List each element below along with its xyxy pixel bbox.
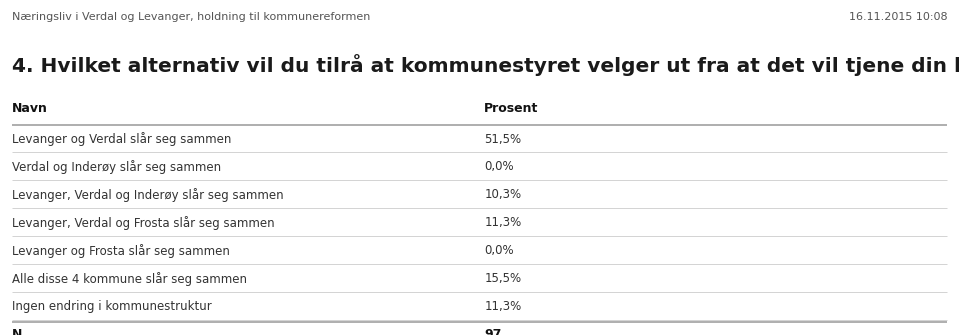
Text: 11,3%: 11,3% <box>484 300 522 313</box>
Text: 97: 97 <box>484 328 502 335</box>
Text: Næringsliv i Verdal og Levanger, holdning til kommunereformen: Næringsliv i Verdal og Levanger, holdnin… <box>12 12 370 22</box>
Text: 10,3%: 10,3% <box>484 189 522 201</box>
Text: 11,3%: 11,3% <box>484 216 522 229</box>
Text: 16.11.2015 10:08: 16.11.2015 10:08 <box>849 12 947 22</box>
Text: 51,5%: 51,5% <box>484 133 522 145</box>
Text: Ingen endring i kommunestruktur: Ingen endring i kommunestruktur <box>12 300 211 313</box>
Text: Navn: Navn <box>12 102 47 115</box>
Text: Verdal og Inderøy slår seg sammen: Verdal og Inderøy slår seg sammen <box>12 160 221 174</box>
Text: Alle disse 4 kommune slår seg sammen: Alle disse 4 kommune slår seg sammen <box>12 272 246 286</box>
Text: Levanger, Verdal og Frosta slår seg sammen: Levanger, Verdal og Frosta slår seg samm… <box>12 216 274 230</box>
Text: Levanger og Verdal slår seg sammen: Levanger og Verdal slår seg sammen <box>12 132 231 146</box>
Text: 15,5%: 15,5% <box>484 272 522 285</box>
Text: Prosent: Prosent <box>484 102 539 115</box>
Text: 0,0%: 0,0% <box>484 245 514 257</box>
Text: Levanger og Frosta slår seg sammen: Levanger og Frosta slår seg sammen <box>12 244 229 258</box>
Text: 0,0%: 0,0% <box>484 160 514 174</box>
Text: N: N <box>12 328 22 335</box>
Text: Levanger, Verdal og Inderøy slår seg sammen: Levanger, Verdal og Inderøy slår seg sam… <box>12 188 283 202</box>
Text: 4. Hvilket alternativ vil du tilrå at kommunestyret velger ut fra at det vil tje: 4. Hvilket alternativ vil du tilrå at ko… <box>12 54 959 76</box>
